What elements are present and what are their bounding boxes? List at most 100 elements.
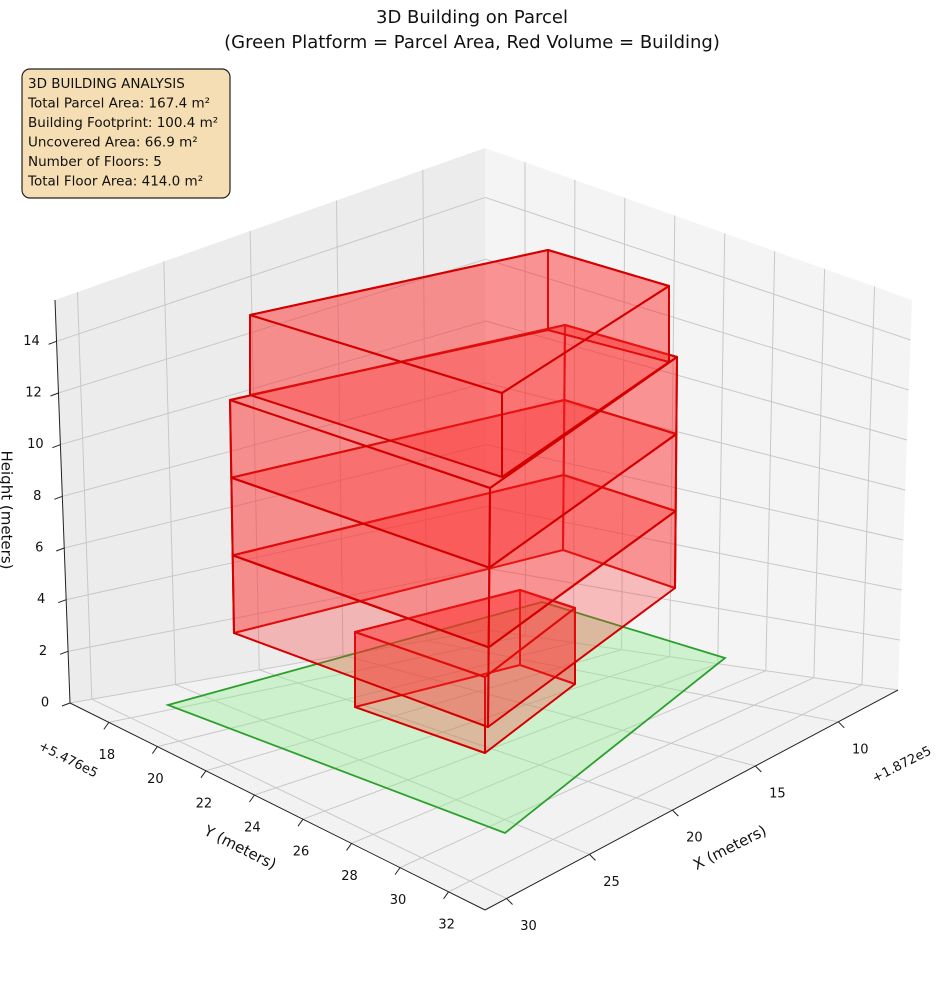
y-tick	[151, 746, 158, 754]
z-axis-line	[54, 299, 71, 704]
z-axis-label: Height (meters)	[0, 451, 16, 570]
grid-line	[249, 231, 260, 670]
x-tick	[506, 898, 513, 905]
z-tick-label: 8	[33, 489, 41, 504]
grid-line	[56, 196, 486, 342]
axes	[48, 299, 899, 911]
z-tick-label: 2	[39, 644, 47, 659]
grid-line	[66, 505, 487, 601]
x-tick	[589, 853, 596, 861]
grid-line	[426, 640, 839, 723]
grid-line	[813, 268, 826, 678]
z-tick-label: 14	[23, 334, 40, 349]
grid-line	[486, 444, 904, 541]
y-axis-line	[69, 702, 486, 911]
grid-line	[861, 286, 876, 685]
y-tick-label: 26	[293, 845, 310, 860]
grid-line	[486, 629, 899, 691]
info-line: Building Footprint: 100.4 m²	[28, 115, 218, 131]
info-line: 3D BUILDING ANALYSIS	[28, 76, 185, 92]
x-tick	[672, 809, 679, 817]
building	[165, 249, 727, 835]
y-tick	[297, 818, 304, 827]
z-tick	[52, 444, 61, 449]
chart-title: 3D Building on Parcel	[376, 7, 568, 28]
y-tick	[103, 722, 110, 730]
z-tick	[59, 650, 69, 655]
y-tick	[346, 843, 352, 851]
z-tick	[48, 340, 57, 345]
info-line: Uncovered Area: 66.9 m²	[28, 135, 198, 151]
y-tick-label: 32	[438, 917, 455, 932]
grid-line	[259, 669, 673, 811]
y-tick-label: 18	[99, 748, 116, 763]
grid-line	[67, 567, 487, 652]
y-tick-label: 30	[390, 893, 407, 908]
x-axis-label: X (meters)	[690, 821, 769, 873]
x-tick-label: 25	[603, 875, 620, 890]
z-tick-label: 10	[27, 437, 44, 452]
info-line: Number of Floors: 5	[28, 154, 162, 170]
grid-line	[163, 261, 177, 685]
z-tick	[57, 599, 67, 604]
floor-pane	[70, 630, 898, 910]
grid-line	[58, 258, 486, 394]
grid-line	[485, 320, 908, 441]
z-tick	[56, 547, 65, 552]
grid-line	[765, 251, 776, 671]
z-tick	[50, 392, 59, 397]
grid-line	[205, 649, 622, 772]
grid-line	[254, 656, 670, 796]
x-tick	[755, 765, 762, 773]
chart-subtitle: (Green Platform = Parcel Area, Red Volum…	[224, 32, 720, 53]
y-axis-label: Y (meters)	[200, 821, 279, 873]
right-pane	[485, 148, 912, 690]
grid-line	[91, 698, 507, 899]
y-tick	[394, 867, 401, 875]
grid-line	[524, 162, 526, 636]
y-tick	[200, 770, 207, 779]
info-line: Total Parcel Area: 167.4 m²	[27, 96, 210, 112]
z-tick-label: 6	[35, 541, 43, 556]
z-tick	[54, 495, 63, 500]
grid-line	[485, 196, 911, 341]
grid-line	[342, 654, 756, 767]
x-axis-line	[484, 689, 899, 911]
info-text: 3D BUILDING ANALYSIS Total Parcel Area: 1…	[27, 76, 218, 190]
building-face	[354, 589, 576, 678]
grid-line	[64, 444, 487, 549]
grid-line	[448, 684, 863, 893]
x-tick-label: 10	[852, 742, 869, 757]
y-tick-label: 22	[196, 796, 213, 811]
grid	[56, 162, 911, 899]
x-tick-label: 15	[769, 786, 786, 801]
y-tick-label: 20	[147, 772, 164, 787]
x-tick-label: 20	[686, 831, 703, 846]
grid-line	[486, 567, 900, 641]
grid-line	[157, 642, 574, 748]
grid-line	[69, 629, 488, 704]
grid-line	[422, 169, 428, 641]
x-offset-text: +1.872e5	[870, 744, 934, 787]
y-tick	[249, 794, 255, 803]
grid-line	[76, 292, 93, 700]
grid-line	[351, 670, 766, 844]
grid-line	[60, 320, 486, 446]
grid-line	[108, 635, 526, 723]
grid-line	[717, 233, 726, 664]
x-tick-label: 30	[520, 919, 537, 934]
grid-line	[485, 258, 909, 391]
grid-line	[62, 382, 487, 497]
building-face	[249, 249, 670, 394]
z-tick-label: 4	[37, 592, 45, 607]
info-line: Total Floor Area: 414.0 m²	[27, 174, 203, 190]
z-tick	[61, 702, 71, 707]
grid-line	[399, 677, 815, 869]
y-tick-label: 28	[341, 869, 358, 884]
z-tick-label: 12	[25, 386, 42, 401]
info-box	[21, 68, 231, 199]
y-tick-label: 24	[244, 821, 261, 836]
grid-line	[335, 200, 344, 656]
parcel	[165, 601, 727, 835]
